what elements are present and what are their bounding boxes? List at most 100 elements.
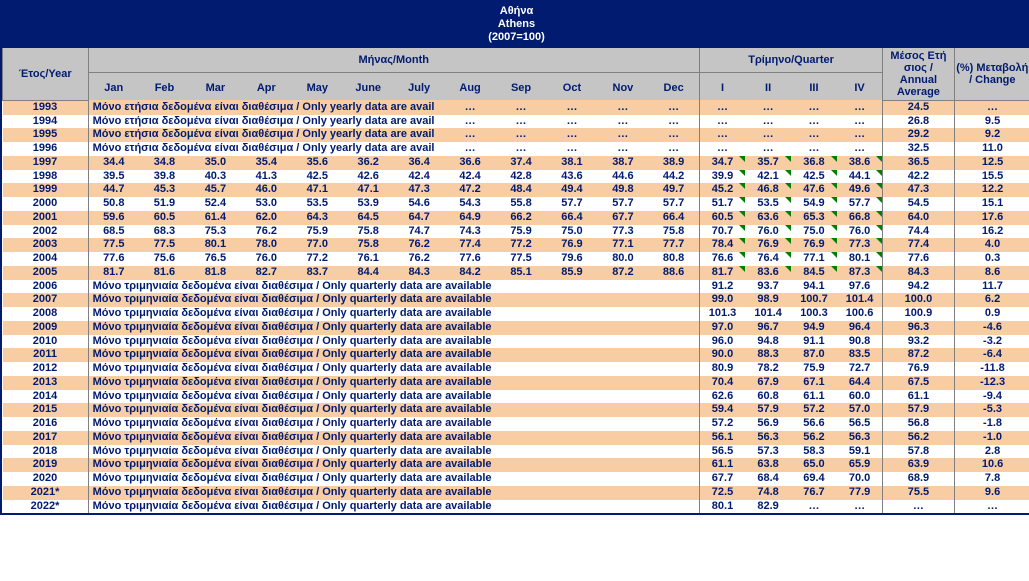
- cell-annual: 67.5: [883, 376, 954, 390]
- cell-change: …: [954, 100, 1029, 114]
- cell-quarter: 57.9: [745, 403, 791, 417]
- cell-month: 77.6: [445, 252, 496, 266]
- cell-ellipsis: …: [445, 115, 496, 129]
- cell-change: 11.7: [954, 280, 1029, 294]
- cell-month: 38.1: [547, 156, 598, 170]
- title-line-3: (2007=100): [2, 31, 1029, 44]
- cell-month: 67.7: [597, 211, 648, 225]
- cell-year: 2005: [3, 266, 89, 280]
- cell-year: 2009: [3, 321, 89, 335]
- cell-change: 16.2: [954, 225, 1029, 239]
- cell-month: 36.6: [445, 156, 496, 170]
- cell-quarter: 63.8: [745, 458, 791, 472]
- cell-annual: 36.5: [883, 156, 954, 170]
- cell-quarter: 65.3: [791, 211, 837, 225]
- cell-ellipsis: …: [496, 100, 547, 114]
- cell-ellipsis: …: [699, 100, 745, 114]
- table-row: 2020Μόνο τριμηνιαία δεδομένα είναι διαθέ…: [3, 472, 1029, 486]
- cell-quarter: 45.2: [699, 183, 745, 197]
- cell-quarter: 100.6: [837, 307, 883, 321]
- cell-ellipsis: …: [699, 128, 745, 142]
- cell-note: Μόνο τριμηνιαία δεδομένα είναι διαθέσιμα…: [88, 376, 699, 390]
- cell-month: 84.3: [394, 266, 445, 280]
- cell-ellipsis: …: [445, 128, 496, 142]
- cell-month: 54.6: [394, 197, 445, 211]
- cell-year: 2014: [3, 390, 89, 404]
- header-quarter-section: Τρίμηνο/Quarter: [699, 48, 882, 73]
- cell-month: 76.2: [241, 225, 292, 239]
- cell-month: 76.2: [394, 238, 445, 252]
- table-head: Έτος/Year Μήνας/Month Τρίμηνο/Quarter Μέ…: [3, 48, 1029, 101]
- cell-quarter: 80.1: [699, 500, 745, 514]
- cell-month: 80.0: [597, 252, 648, 266]
- cell-note: Μόνο ετήσια δεδομένα είναι διαθέσιμα / O…: [88, 115, 445, 129]
- cell-quarter: 59.4: [699, 403, 745, 417]
- table-row: 2008Μόνο τριμηνιαία δεδομένα είναι διαθέ…: [3, 307, 1029, 321]
- cell-month: 83.7: [292, 266, 343, 280]
- cell-quarter: 57.3: [745, 445, 791, 459]
- cell-month: 44.7: [88, 183, 139, 197]
- cell-ellipsis: …: [791, 100, 837, 114]
- cell-month: 43.6: [547, 170, 598, 184]
- cell-month: 39.5: [88, 170, 139, 184]
- cell-quarter: 56.3: [837, 431, 883, 445]
- cell-quarter: 87.3: [837, 266, 883, 280]
- cell-note: Μόνο τριμηνιαία δεδομένα είναι διαθέσιμα…: [88, 458, 699, 472]
- cell-quarter: 83.6: [745, 266, 791, 280]
- cell-quarter: 93.7: [745, 280, 791, 294]
- cell-quarter: 99.0: [699, 293, 745, 307]
- cell-quarter: 100.3: [791, 307, 837, 321]
- cell-annual: 96.3: [883, 321, 954, 335]
- cell-quarter: 44.1: [837, 170, 883, 184]
- cell-month: 42.4: [445, 170, 496, 184]
- cell-quarter: 61.1: [699, 458, 745, 472]
- cell-quarter: 56.2: [791, 431, 837, 445]
- cell-quarter: 56.3: [745, 431, 791, 445]
- cell-ellipsis: …: [791, 115, 837, 129]
- cell-annual: 76.9: [883, 362, 954, 376]
- cell-quarter: 69.4: [791, 472, 837, 486]
- cell-month: 59.6: [88, 211, 139, 225]
- cell-quarter: 60.5: [699, 211, 745, 225]
- table-row: 200477.675.676.576.077.276.176.277.677.5…: [3, 252, 1029, 266]
- cell-month: 60.5: [139, 211, 190, 225]
- cell-annual: 84.3: [883, 266, 954, 280]
- header-annual: Μέσος Ετή σιος / Annual Average: [883, 48, 954, 101]
- cell-month: 47.3: [394, 183, 445, 197]
- cell-change: 4.0: [954, 238, 1029, 252]
- cell-month: 49.4: [547, 183, 598, 197]
- header-month: Aug: [445, 72, 496, 100]
- cell-month: 45.7: [190, 183, 241, 197]
- cell-ellipsis: …: [745, 128, 791, 142]
- cell-month: 75.8: [648, 225, 699, 239]
- cell-month: 74.7: [394, 225, 445, 239]
- cell-change: 0.9: [954, 307, 1029, 321]
- cell-quarter: 70.7: [699, 225, 745, 239]
- cell-quarter: 81.7: [699, 266, 745, 280]
- cell-month: 61.4: [190, 211, 241, 225]
- cell-change: -1.0: [954, 431, 1029, 445]
- table-row: 2006Μόνο τριμηνιαία δεδομένα είναι διαθέ…: [3, 280, 1029, 294]
- cell-year: 2002: [3, 225, 89, 239]
- cell-quarter: 97.6: [837, 280, 883, 294]
- cell-quarter: 76.0: [837, 225, 883, 239]
- cell-month: 75.8: [343, 225, 394, 239]
- cell-quarter: 76.7: [791, 486, 837, 500]
- cell-month: 47.1: [343, 183, 394, 197]
- cell-year: 2022*: [3, 500, 89, 514]
- cell-quarter: 76.0: [745, 225, 791, 239]
- cell-month: 85.9: [547, 266, 598, 280]
- cell-change: -6.4: [954, 348, 1029, 362]
- cell-quarter: 56.6: [791, 417, 837, 431]
- header-month: Mar: [190, 72, 241, 100]
- cell-quarter: 78.4: [699, 238, 745, 252]
- cell-change: 0.3: [954, 252, 1029, 266]
- cell-month: 44.6: [597, 170, 648, 184]
- cell-quarter: 75.9: [791, 362, 837, 376]
- cell-month: 35.0: [190, 156, 241, 170]
- cell-annual: 61.1: [883, 390, 954, 404]
- header-quarter: II: [745, 72, 791, 100]
- cell-quarter: 58.3: [791, 445, 837, 459]
- cell-annual: 68.9: [883, 472, 954, 486]
- table-row: 1993Μόνο ετήσια δεδομένα είναι διαθέσιμα…: [3, 100, 1029, 114]
